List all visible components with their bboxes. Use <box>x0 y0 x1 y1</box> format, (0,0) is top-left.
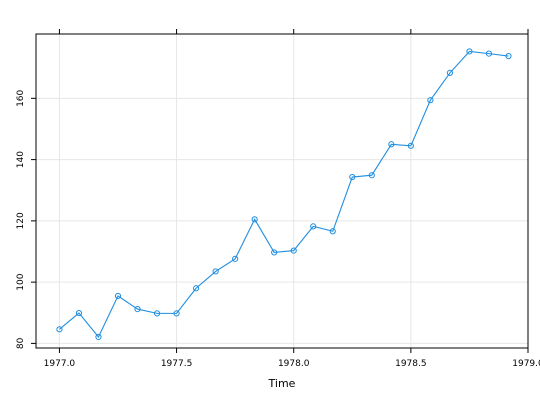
y-tick-labels: 80 100 120 140 160 <box>16 89 26 349</box>
data-point <box>349 173 356 181</box>
data-point <box>446 69 454 77</box>
data-point <box>505 52 512 60</box>
y-tick-label: 140 <box>16 151 26 168</box>
data-point <box>75 309 83 317</box>
x-tick-labels: 1977.0 1977.5 1978.0 1978.5 1979.0 <box>44 359 540 369</box>
data-point <box>153 310 161 317</box>
data-point <box>427 97 434 104</box>
x-tick-label: 1977.0 <box>44 359 76 369</box>
data-point <box>251 216 258 223</box>
data-point <box>290 247 297 254</box>
data-point <box>232 255 239 262</box>
y-tick-label: 80 <box>16 337 26 349</box>
data-point <box>212 268 219 275</box>
x-tick-label: 1978.0 <box>278 359 310 369</box>
data-point <box>485 50 493 57</box>
data-point <box>271 249 278 256</box>
plot-frame <box>35 33 529 349</box>
y-tick-label: 120 <box>16 212 26 229</box>
x-axis-label: Time <box>268 377 296 390</box>
x-tick-label: 1977.5 <box>161 359 193 369</box>
data-point <box>56 326 63 333</box>
y-tick-label: 100 <box>16 273 26 290</box>
x-tick-label: 1978.5 <box>395 359 427 369</box>
data-point <box>407 142 414 149</box>
x-tick-label: 1979.0 <box>512 359 540 369</box>
data-point <box>95 333 102 341</box>
data-point <box>466 48 473 55</box>
data-point <box>114 292 122 300</box>
data-point <box>192 285 200 292</box>
data-point <box>388 141 395 148</box>
series-line <box>59 50 509 338</box>
data-point <box>134 305 141 313</box>
axis-ticks <box>31 29 529 353</box>
data-point <box>173 310 180 317</box>
y-tick-label: 160 <box>16 89 26 106</box>
data-point <box>329 228 336 235</box>
grid <box>36 34 529 348</box>
data-point <box>310 223 317 230</box>
data-point <box>368 172 375 179</box>
series <box>56 48 512 341</box>
